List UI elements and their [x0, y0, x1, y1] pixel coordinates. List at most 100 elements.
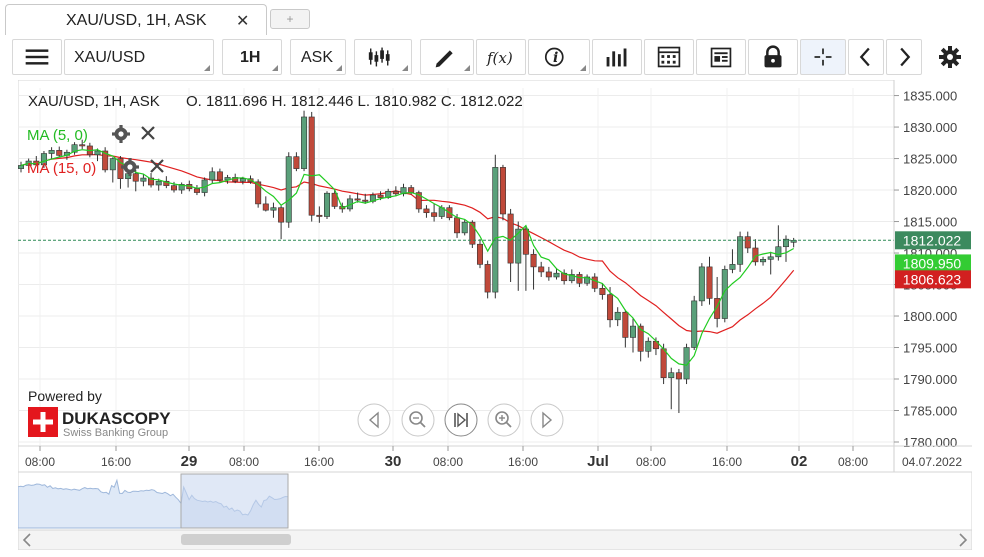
menu-button[interactable] — [12, 39, 62, 75]
candle-body — [255, 181, 262, 205]
crosshair-button[interactable] — [800, 39, 846, 75]
candle-body — [431, 212, 438, 217]
price-chart[interactable]: 1835.000 1830.000 1825.000 1820.000 1815.000… — [12, 79, 973, 551]
info-button[interactable]: i — [528, 39, 590, 75]
y-tick-label: 1800.000 — [903, 309, 957, 324]
horizontal-scrollbar[interactable] — [17, 529, 973, 551]
chevron-left-icon — [859, 47, 870, 67]
info-icon — [544, 47, 564, 67]
reset-icon[interactable] — [444, 403, 478, 437]
ma-fast-settings-icon[interactable] — [112, 125, 130, 143]
dropdown-triangle-icon — [580, 65, 586, 71]
scroll-left-button[interactable] — [848, 39, 884, 75]
chart-type-button[interactable] — [354, 39, 412, 75]
indicators-button[interactable]: f(x) — [476, 39, 526, 75]
candle-body — [216, 171, 223, 181]
brand-name: DUKASCOPY — [62, 409, 171, 428]
tab-bar: XAU/USD, 1H, ASK ✕ + — [0, 0, 984, 35]
candle-body — [408, 187, 415, 193]
candle-body — [469, 221, 476, 245]
toolbar: XAU/USD 1H ASK f(x) i — [10, 36, 974, 76]
candle-body — [614, 311, 621, 321]
x-tick-label: 08:00 — [25, 455, 55, 469]
x-tick-label: 08:00 — [229, 455, 259, 469]
chart-area[interactable]: 1835.000 1830.000 1825.000 1820.000 1815.000… — [12, 79, 973, 551]
period-select[interactable]: 1H — [222, 39, 282, 75]
tab-title: XAU/USD, 1H, ASK — [66, 12, 207, 29]
x-tick-label: 16:00 — [304, 455, 334, 469]
candle-body — [17, 165, 24, 169]
candle-body — [262, 203, 269, 211]
scroll-right-button[interactable] — [886, 39, 922, 75]
candle-body — [515, 228, 522, 264]
calendar-button[interactable] — [644, 39, 694, 75]
candle-body — [193, 188, 200, 193]
ma-fast-remove-icon[interactable] — [141, 126, 155, 140]
x-tick-label: 08:00 — [433, 455, 463, 469]
powered-by-text: Powered by — [28, 388, 102, 404]
candle-body — [622, 311, 629, 338]
settings-button[interactable] — [930, 39, 970, 75]
drawing-tools-button[interactable] — [420, 39, 474, 75]
candle-body — [760, 259, 767, 263]
candle-body — [691, 300, 698, 348]
ma-slow-badge-bg — [895, 270, 971, 289]
candle-body — [629, 325, 636, 338]
report-icon — [710, 47, 732, 68]
new-tab-button[interactable]: + — [270, 9, 310, 29]
scroll-right-icon[interactable] — [959, 533, 968, 547]
candle-body — [454, 217, 461, 234]
candle-body — [737, 236, 744, 265]
candle-body — [568, 274, 575, 282]
candle-body — [308, 116, 315, 216]
overview-window[interactable] — [180, 473, 289, 529]
candle-body — [79, 144, 86, 147]
tab-close-icon[interactable]: ✕ — [236, 13, 250, 30]
y-tick-label: 1825.000 — [903, 152, 957, 167]
candle-body — [729, 264, 736, 270]
gear-icon — [939, 46, 961, 68]
ma-slow-settings-icon[interactable] — [121, 158, 139, 176]
ma-slow-label: MA (15, 0) — [27, 160, 96, 177]
x-tick-label: Jul — [587, 453, 609, 470]
ma-slow-path — [20, 153, 795, 334]
candle-body — [40, 153, 47, 166]
time-axis[interactable]: 08:00 16:00 29 08:00 16:00 30 08:00 16:00 Jul 08:… — [18, 445, 972, 470]
side-select[interactable]: ASK — [290, 39, 346, 75]
chart-tab[interactable]: XAU/USD, 1H, ASK ✕ — [5, 4, 267, 35]
candle-body — [668, 372, 675, 379]
zoom-out-icon[interactable] — [401, 403, 435, 437]
candle-body — [530, 253, 537, 268]
scroll-left-icon[interactable] — [22, 533, 31, 547]
chevron-right-icon[interactable] — [530, 403, 564, 437]
lock-button[interactable] — [748, 39, 798, 75]
zoom-in-icon[interactable] — [487, 403, 521, 437]
candle-body — [400, 187, 407, 195]
candle-body — [278, 207, 285, 223]
candle-body — [423, 208, 430, 214]
report-button[interactable] — [696, 39, 746, 75]
symbol-select[interactable]: XAU/USD — [64, 39, 214, 75]
candle-body — [94, 150, 101, 156]
candle-body — [140, 177, 147, 182]
current-price-badge-bg — [895, 231, 971, 250]
ma-slow-badge: 1806.623 — [903, 271, 962, 287]
chevron-left-icon[interactable] — [357, 403, 391, 437]
candle-body — [377, 194, 384, 198]
candle-body — [461, 221, 468, 234]
ma-slow-remove-icon[interactable] — [150, 159, 164, 173]
scroll-thumb[interactable] — [181, 534, 291, 545]
dropdown-triangle-icon — [204, 65, 210, 71]
price-axis[interactable]: 1835.000 1830.000 1825.000 1820.000 1815.000… — [893, 80, 972, 472]
info-letter: i — [553, 50, 559, 66]
volume-button[interactable] — [592, 39, 642, 75]
candle-body — [331, 192, 338, 207]
candle-body — [561, 272, 568, 282]
ma-fast-path — [20, 149, 794, 366]
period-value: 1H — [240, 49, 261, 66]
candle-body — [476, 243, 483, 265]
candle-body — [782, 238, 789, 248]
ma-fast-label: MA (5, 0) — [27, 127, 88, 144]
candle-body — [499, 167, 506, 215]
overview-navigator[interactable] — [17, 471, 973, 531]
